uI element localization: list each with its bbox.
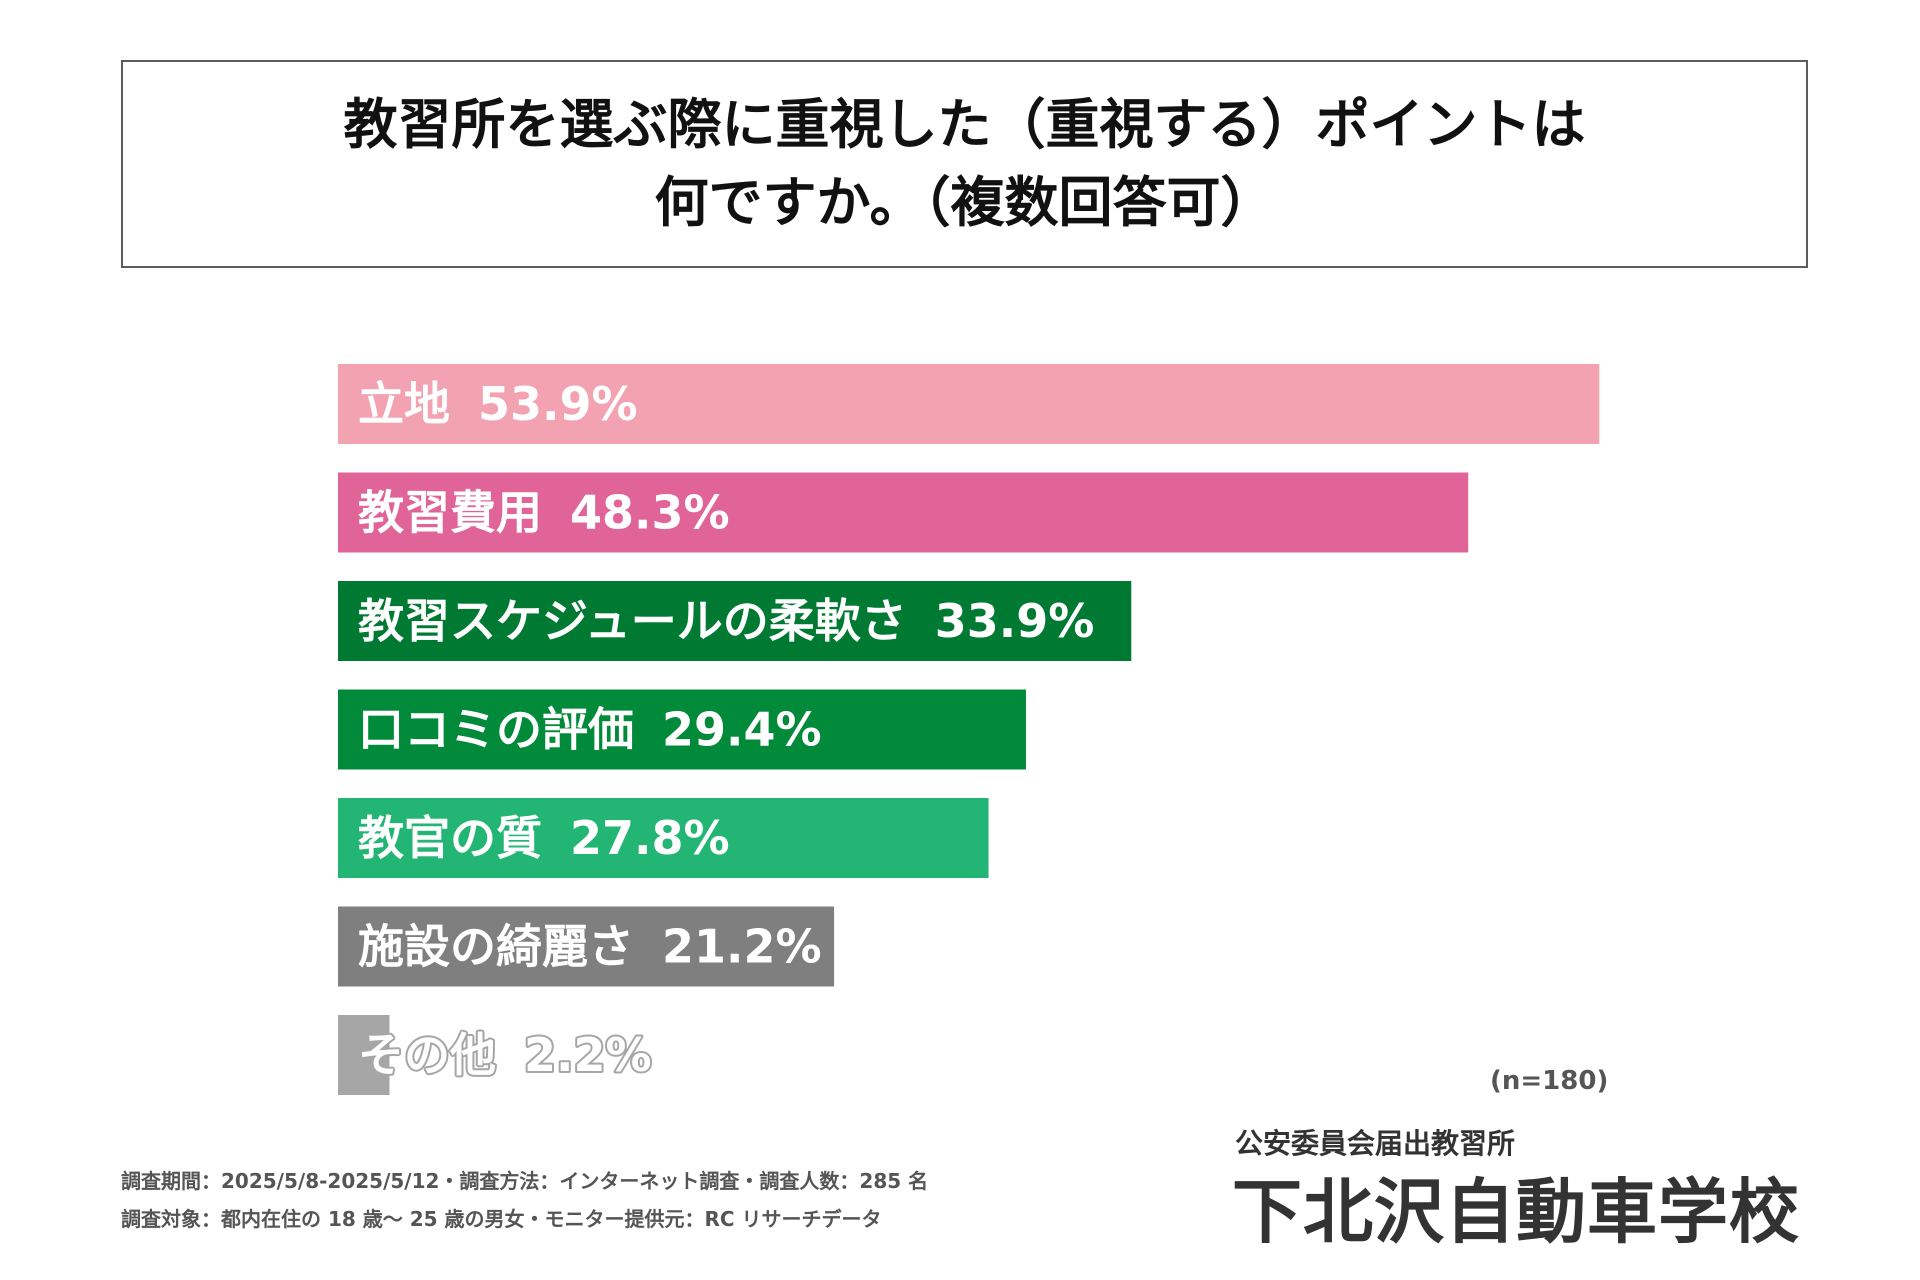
school-name-logo: 下北沢自動車学校: [1232, 1171, 1800, 1253]
chart-title-line-1: 教習所を選ぶ際に重視した（重視する）ポイントは: [343, 93, 1586, 156]
bar-1: [338, 364, 1600, 444]
bar-value-label: 27.8%: [570, 811, 730, 865]
bar-value-label: 21.2%: [662, 920, 822, 974]
bar-label-5: 教官の質 27.8%: [358, 811, 730, 865]
bar-label-1: 立地 53.9%: [358, 377, 638, 431]
bar-category-label: 教習費用: [358, 486, 542, 540]
bar-category-label: 立地: [358, 377, 450, 431]
school-subtitle: 公安委員会届出教習所: [1235, 1127, 1516, 1160]
bar-label-6: 施設の綺麗さ 21.2%: [358, 920, 822, 974]
bar-category-label: 教習スケジュールの柔軟さ: [358, 594, 907, 648]
sample-size-label: (n=180): [1490, 1066, 1609, 1096]
bar-chart: 立地 53.9% 教習費用 48.3% 教習スケジュールの柔軟さ 33.9% 口コミの評価 2…: [338, 364, 1600, 1095]
bar-category-label: 口コミの評価: [358, 703, 634, 757]
chart-title-line-2: 何ですか。（複数回答可）: [654, 171, 1275, 234]
bar-5: [338, 798, 989, 878]
bar-value-label: 53.9%: [478, 377, 638, 431]
bar-value-label: 33.9%: [935, 594, 1095, 648]
survey-footnote-2: 調査対象：都内在住の 18 歳～ 25 歳の男女・モニター提供元：RC リサーチ…: [121, 1207, 882, 1231]
chart-title-box: 教習所を選ぶ際に重視した（重視する）ポイントは 何ですか。（複数回答可）: [121, 60, 1808, 268]
bar-2: [338, 472, 1469, 553]
bar-4: [338, 689, 1026, 770]
bar-category-label: 施設の綺麗さ: [358, 920, 634, 974]
bar-label-7: その他 2.2%: [358, 1028, 652, 1082]
bar-value-label: 48.3%: [570, 486, 730, 540]
bar-label-4: 口コミの評価 29.4%: [358, 703, 822, 757]
bar-6: [338, 906, 835, 987]
bar-label-3: 教習スケジュールの柔軟さ 33.9%: [358, 594, 1094, 648]
bar-category-label: その他: [358, 1028, 496, 1082]
bar-3: [338, 581, 1132, 661]
bar-value-label: 2.2%: [524, 1028, 652, 1082]
bar-value-label: 29.4%: [662, 703, 822, 757]
survey-footnote-1: 調査期間：2025/5/8-2025/5/12・調査方法：インターネット調査・調…: [121, 1169, 929, 1193]
bar-category-label: 教官の質: [358, 811, 542, 865]
bar-label-2: 教習費用 48.3%: [358, 486, 730, 540]
bar-7: [338, 1015, 390, 1095]
